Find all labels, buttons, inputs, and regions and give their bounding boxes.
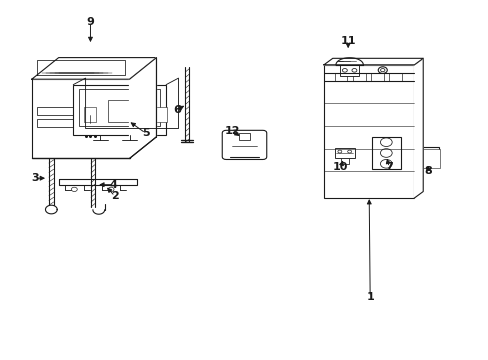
FancyBboxPatch shape xyxy=(352,73,365,81)
Polygon shape xyxy=(323,58,423,65)
FancyBboxPatch shape xyxy=(84,107,96,122)
FancyBboxPatch shape xyxy=(370,73,383,81)
FancyBboxPatch shape xyxy=(32,79,129,158)
Text: 6: 6 xyxy=(173,105,181,115)
FancyBboxPatch shape xyxy=(339,65,359,76)
FancyBboxPatch shape xyxy=(222,130,266,159)
Text: 12: 12 xyxy=(224,126,240,136)
Text: 3: 3 xyxy=(31,173,39,183)
FancyBboxPatch shape xyxy=(239,133,249,140)
Text: 1: 1 xyxy=(366,292,373,302)
FancyBboxPatch shape xyxy=(59,179,137,185)
FancyBboxPatch shape xyxy=(388,73,401,81)
FancyBboxPatch shape xyxy=(371,137,400,169)
FancyBboxPatch shape xyxy=(155,107,167,122)
FancyBboxPatch shape xyxy=(334,148,354,158)
Text: 2: 2 xyxy=(111,191,119,201)
Text: 4: 4 xyxy=(110,180,118,190)
Text: 7: 7 xyxy=(385,162,392,172)
FancyBboxPatch shape xyxy=(334,73,347,81)
Text: 10: 10 xyxy=(332,162,348,172)
Polygon shape xyxy=(129,58,156,158)
Text: 11: 11 xyxy=(340,36,355,46)
FancyBboxPatch shape xyxy=(340,158,348,164)
FancyBboxPatch shape xyxy=(73,85,166,135)
FancyBboxPatch shape xyxy=(418,148,440,168)
Text: 9: 9 xyxy=(86,17,94,27)
FancyBboxPatch shape xyxy=(323,65,413,198)
FancyBboxPatch shape xyxy=(37,119,85,127)
FancyBboxPatch shape xyxy=(37,107,85,115)
FancyBboxPatch shape xyxy=(79,89,160,126)
Polygon shape xyxy=(414,58,423,198)
Polygon shape xyxy=(32,58,156,79)
FancyBboxPatch shape xyxy=(416,147,438,166)
FancyBboxPatch shape xyxy=(107,100,132,122)
Text: 5: 5 xyxy=(142,128,149,138)
Text: 8: 8 xyxy=(424,166,431,176)
